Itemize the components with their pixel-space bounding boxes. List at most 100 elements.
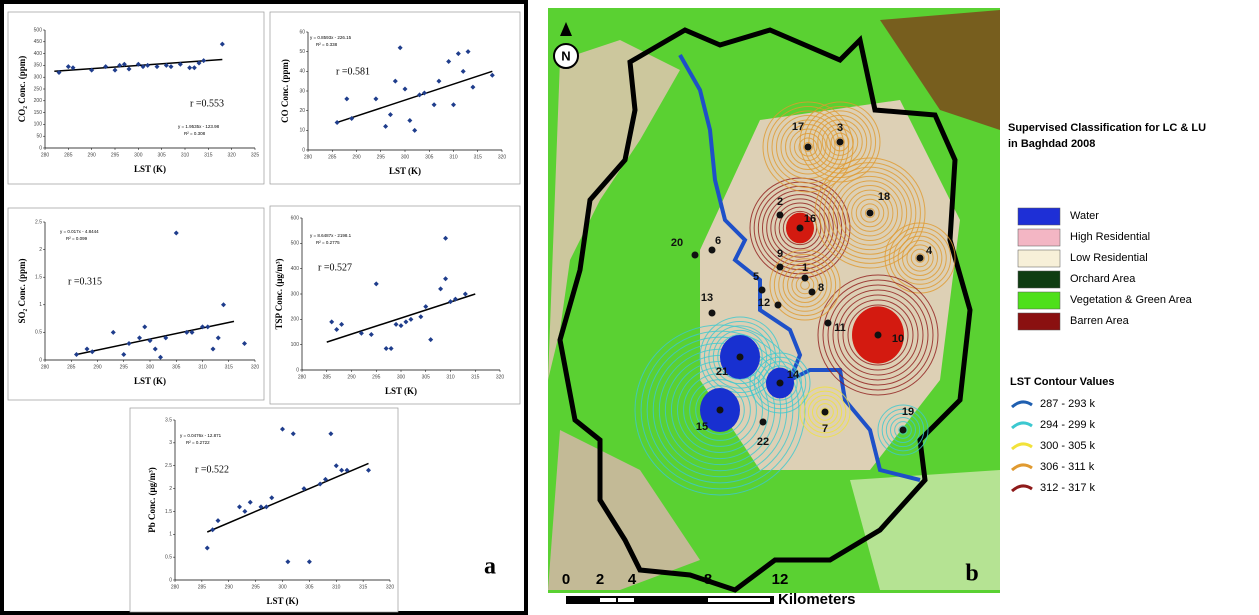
correlation: r =0.315 [68, 276, 102, 287]
correlation: r =0.553 [190, 98, 224, 109]
x-tick-label: 320 [227, 152, 236, 158]
equation: y = 0.017x - 4.8444 [60, 229, 99, 234]
x-axis-label: LST (K) [266, 596, 298, 606]
y-tick-label: 3.5 [165, 417, 172, 423]
x-tick-label: 310 [181, 152, 190, 158]
y-tick-label: 150 [34, 110, 43, 116]
sample-site [900, 427, 907, 434]
sample-site [825, 320, 832, 327]
x-tick-label: 280 [171, 584, 180, 590]
contour-entry: 312 - 317 k [1040, 482, 1096, 494]
page: {"chart_data": [ {"type": "scatter", "y_… [0, 0, 1259, 615]
x-tick-label: 280 [298, 374, 307, 380]
sample-site [805, 144, 812, 151]
scale-label: 12 [772, 571, 789, 588]
equation: y = 8.6487x - 2198.1 [310, 233, 352, 238]
equation: y = 0.0476x - 12.871 [180, 433, 222, 438]
legend-swatch [1018, 208, 1060, 225]
sample-label: 4 [926, 245, 933, 257]
legend-swatch [1018, 271, 1060, 288]
sample-site [709, 247, 716, 254]
legend-entry: Low Residential [1070, 252, 1148, 264]
sample-site [837, 139, 844, 146]
chart-box [8, 208, 264, 400]
y-axis-label: CO₂ Conc. (ppm) [17, 56, 27, 122]
contour-swatch [1012, 423, 1032, 428]
legend-entry: Barren Area [1070, 315, 1130, 327]
legend: Supervised Classification for LC & LUin … [1008, 122, 1206, 494]
y-tick-label: 0 [296, 367, 299, 373]
sample-label: 5 [753, 271, 759, 283]
equation: R² = 0.2722 [186, 440, 210, 445]
y-tick-label: 100 [291, 342, 300, 348]
sample-site [802, 275, 809, 282]
x-tick-label: 285 [198, 584, 207, 590]
y-tick-label: 10 [299, 128, 305, 134]
y-tick-label: 1 [169, 532, 172, 538]
y-axis-label: Pb Conc. (μg/m³) [147, 467, 157, 533]
y-tick-label: 2.5 [35, 219, 42, 225]
x-tick-label: 295 [251, 584, 260, 590]
x-tick-label: 280 [41, 364, 50, 370]
scale-segment [600, 598, 616, 602]
x-tick-label: 325 [251, 152, 260, 158]
sample-label: 2 [777, 196, 783, 208]
y-tick-label: 0 [39, 145, 42, 151]
x-tick-label: 280 [304, 154, 313, 160]
x-tick-label: 300 [278, 584, 287, 590]
scale-label: 2 [596, 571, 604, 588]
sample-site [867, 210, 874, 217]
x-tick-label: 310 [446, 374, 455, 380]
x-tick-label: 320 [498, 154, 507, 160]
x-tick-label: 310 [332, 584, 341, 590]
y-tick-label: 350 [34, 63, 43, 69]
sample-label: 20 [671, 237, 683, 249]
sample-site [709, 310, 716, 317]
y-tick-label: 50 [36, 134, 42, 140]
contour-swatch [1012, 444, 1032, 449]
y-tick-label: 1.5 [35, 275, 42, 281]
x-tick-label: 320 [496, 374, 505, 380]
y-tick-label: 600 [291, 215, 300, 221]
north-label: N [561, 48, 570, 63]
sample-site [797, 225, 804, 232]
equation: R² = 0.099 [66, 236, 88, 241]
x-tick-label: 295 [120, 364, 129, 370]
contour-swatch [1012, 465, 1032, 470]
equation: y = 1.9535x - 123.98 [178, 124, 220, 129]
sample-label: 17 [792, 121, 804, 133]
sample-label: 19 [902, 406, 914, 418]
x-tick-label: 315 [471, 374, 480, 380]
x-tick-label: 285 [328, 154, 337, 160]
equation: R² = 0.308 [184, 131, 206, 136]
sample-label: 1 [802, 262, 808, 274]
scatter-chart: 00.511.522.533.5280285290295300305310315… [130, 408, 398, 612]
x-tick-label: 305 [425, 154, 434, 160]
y-tick-label: 0 [169, 577, 172, 583]
legend-swatch [1018, 229, 1060, 246]
legend-entry: Water [1070, 210, 1099, 222]
sample-label: 7 [822, 423, 828, 435]
y-tick-label: 2 [39, 247, 42, 253]
x-tick-label: 285 [67, 364, 76, 370]
x-tick-label: 315 [474, 154, 483, 160]
sample-site [917, 255, 924, 262]
sample-label: 15 [696, 421, 708, 433]
y-tick-label: 50 [299, 49, 305, 55]
y-tick-label: 0 [302, 147, 305, 153]
x-tick-label: 300 [401, 154, 410, 160]
x-axis-label: LST (K) [134, 376, 166, 386]
scale-label: 0 [562, 571, 570, 588]
sample-site [822, 409, 829, 416]
x-tick-label: 300 [397, 374, 406, 380]
y-tick-label: 200 [34, 98, 43, 104]
x-axis-label: LST (K) [385, 386, 417, 396]
sample-label: 8 [818, 282, 824, 294]
sample-site [777, 264, 784, 271]
x-tick-label: 290 [225, 584, 234, 590]
legend-entry: High Residential [1070, 231, 1150, 243]
equation: R² = 0.2775 [316, 240, 340, 245]
sample-site [692, 252, 699, 259]
sample-label: 9 [777, 248, 783, 260]
panel-label: b [965, 561, 978, 587]
